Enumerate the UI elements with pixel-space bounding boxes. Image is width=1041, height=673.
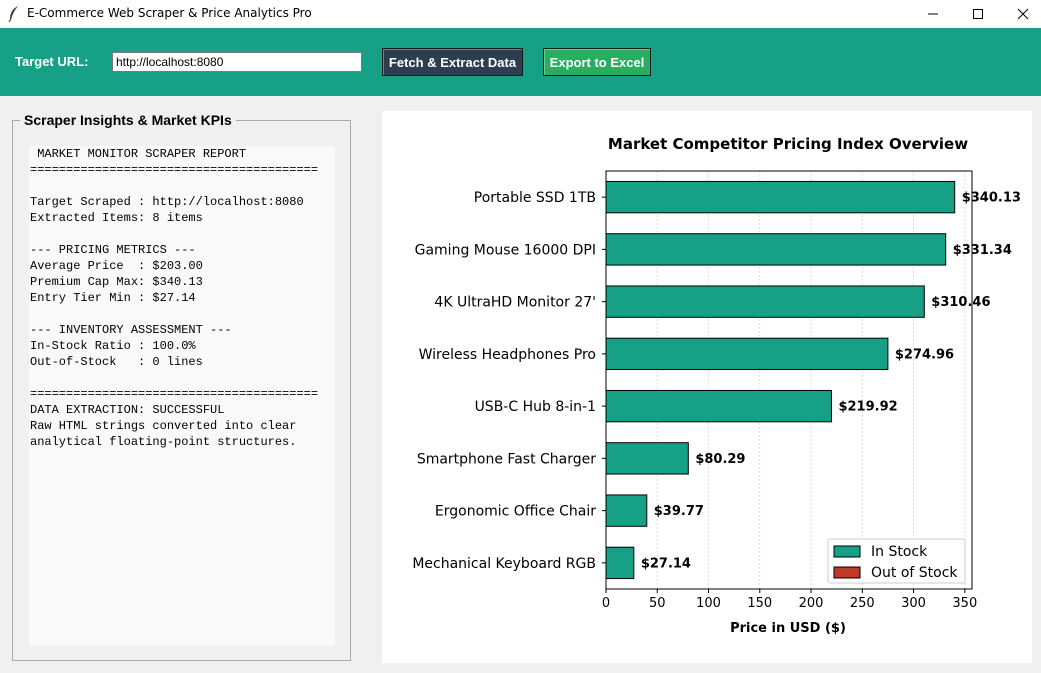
- x-tick-label: 0: [602, 596, 610, 611]
- toolbar: Target URL: Fetch & Extract Data Export …: [0, 28, 1041, 96]
- report-line: Average Price : $203.00: [30, 259, 203, 273]
- bar: [605, 285, 925, 318]
- window-title: E-Commerce Web Scraper & Price Analytics…: [27, 6, 312, 20]
- bar: [605, 389, 832, 423]
- export-excel-button[interactable]: Export to Excel: [543, 48, 651, 76]
- report-line: Entry Tier Min : $27.14: [30, 291, 196, 305]
- report-line: Out-of-Stock : 0 lines: [30, 355, 203, 369]
- x-tick-label: 100: [696, 596, 721, 611]
- report-line: In-Stock Ratio : 100.0%: [30, 339, 196, 353]
- y-tick-label: Portable SSD 1TB: [474, 190, 596, 206]
- bar-value-label: $219.92: [838, 400, 897, 415]
- report-line: [29, 306, 335, 322]
- plot-frame: [605, 170, 973, 590]
- bar: [605, 494, 648, 527]
- y-tick-label: Mechanical Keyboard RGB: [412, 556, 596, 572]
- report-line: analytical floating-point structures.: [30, 435, 297, 449]
- bar: [605, 180, 956, 214]
- fetch-extract-button[interactable]: Fetch & Extract Data: [382, 48, 523, 76]
- x-tick-label: 200: [799, 596, 824, 611]
- bar-value-label: $80.29: [695, 452, 745, 467]
- x-tick-label: 150: [747, 596, 772, 611]
- chart-title: Market Competitor Pricing Index Overview: [608, 135, 968, 153]
- x-tick-label: 50: [649, 596, 666, 611]
- bar-value-label: $274.96: [895, 347, 954, 362]
- feather-icon: [8, 6, 18, 23]
- report-line: [29, 178, 335, 194]
- x-tick-label: 300: [901, 596, 926, 611]
- close-button[interactable]: [1000, 0, 1041, 28]
- report-line: Premium Cap Max: $340.13: [30, 275, 203, 289]
- chart-legend: [827, 538, 966, 584]
- maximize-button[interactable]: [955, 0, 1001, 28]
- x-axis-label: Price in USD ($): [730, 621, 846, 636]
- bar-value-label: $39.77: [654, 504, 704, 519]
- bar-value-label: $331.34: [953, 243, 1012, 258]
- report-line: Raw HTML strings converted into clear: [30, 419, 297, 433]
- x-tick-label: 350: [952, 596, 977, 611]
- report-line: [29, 370, 335, 386]
- kpi-panel-title: Scraper Insights & Market KPIs: [20, 112, 236, 128]
- report-line: --- PRICING METRICS ---: [30, 243, 196, 257]
- bar: [605, 233, 947, 266]
- bar-value-label: $27.14: [641, 556, 691, 571]
- bar: [605, 442, 689, 475]
- url-input[interactable]: [112, 52, 362, 72]
- report-line: Target Scraped : http://localhost:8080: [30, 195, 304, 209]
- url-label: Target URL:: [15, 54, 89, 69]
- minimize-button[interactable]: [910, 0, 956, 28]
- report-line: ========================================: [30, 387, 319, 401]
- report-text-area[interactable]: MARKET MONITOR SCRAPER REPORT ===========…: [29, 146, 335, 646]
- maximize-icon: [973, 9, 983, 19]
- close-icon: [1017, 8, 1029, 20]
- y-tick-label: Ergonomic Office Chair: [435, 504, 596, 520]
- y-tick-label: Smartphone Fast Charger: [417, 451, 596, 467]
- window-titlebar: E-Commerce Web Scraper & Price Analytics…: [0, 0, 1041, 28]
- bar-value-label: $340.13: [962, 191, 1021, 206]
- legend-swatch: [833, 545, 861, 558]
- report-line: --- INVENTORY ASSESSMENT ---: [30, 323, 232, 337]
- bar-value-label: $310.46: [931, 295, 990, 310]
- y-tick-label: USB-C Hub 8-in-1: [475, 399, 596, 415]
- pricing-chart: Market Competitor Pricing Index Overview…: [412, 135, 1021, 636]
- y-tick-label: 4K UltraHD Monitor 27': [434, 295, 596, 311]
- legend-label: Out of Stock: [871, 565, 958, 581]
- report-line: Extracted Items: 8 items: [30, 211, 203, 225]
- bar: [605, 337, 889, 371]
- x-tick-label: 250: [850, 596, 875, 611]
- bar: [605, 546, 635, 580]
- report-line: ========================================: [30, 163, 319, 177]
- legend-label: In Stock: [871, 544, 928, 560]
- y-tick-label: Gaming Mouse 16000 DPI: [415, 242, 596, 258]
- report-line: DATA EXTRACTION: SUCCESSFUL: [30, 403, 225, 417]
- report-line: MARKET MONITOR SCRAPER REPORT: [30, 147, 247, 161]
- chart-panel: Market Competitor Pricing Index Overview…: [382, 111, 1032, 663]
- legend-swatch: [833, 566, 861, 579]
- report-line: [29, 226, 335, 242]
- minimize-icon: [928, 13, 938, 15]
- y-tick-label: Wireless Headphones Pro: [419, 347, 596, 363]
